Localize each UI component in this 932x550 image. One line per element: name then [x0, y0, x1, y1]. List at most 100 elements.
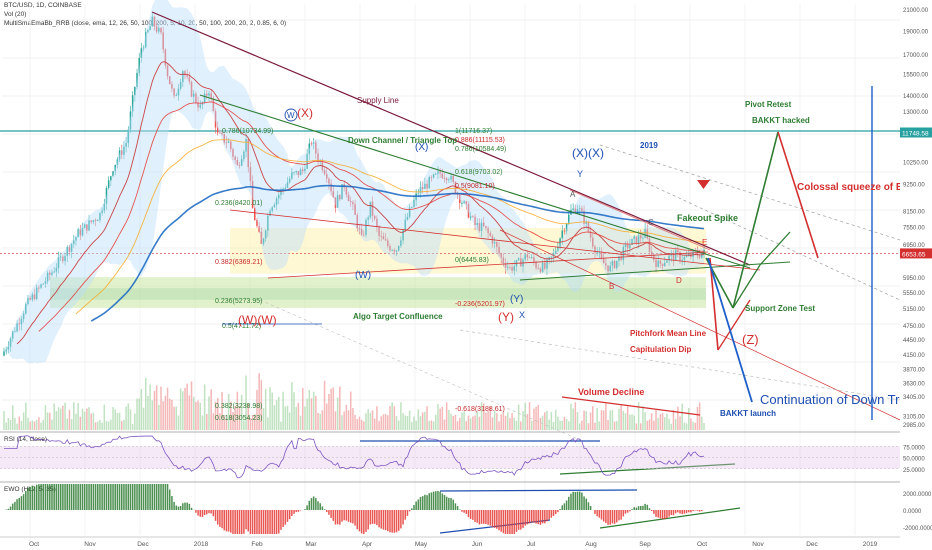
volume-bar [153, 390, 156, 430]
annotation-label: BAKKT launch [720, 409, 776, 418]
candle-body [29, 297, 31, 300]
volume-bar [297, 402, 300, 430]
x-tick-label: Aug [585, 541, 597, 548]
candle-body [210, 93, 212, 99]
volume-bar [478, 416, 481, 430]
annotation-label: (Y) [498, 310, 514, 324]
candle-body [387, 240, 389, 247]
candle-body [666, 260, 668, 263]
candle-body [581, 208, 583, 212]
ewo-bar [254, 510, 256, 534]
candle-body [369, 201, 372, 218]
volume-bar [583, 410, 585, 430]
ewo-bar [201, 510, 204, 517]
volume-bar [441, 406, 444, 430]
ewo-bar [68, 484, 71, 510]
candle-body [644, 229, 646, 238]
candle-body [454, 181, 457, 194]
ewo-bar [216, 510, 219, 525]
ewo-bar [498, 510, 500, 531]
volume-bar [561, 420, 564, 430]
volume-bar [225, 418, 228, 430]
candle-body [430, 177, 433, 178]
ewo-bar [199, 510, 202, 517]
ewo-bar [73, 484, 75, 510]
ewo-bar [626, 510, 629, 513]
candle-body [352, 202, 354, 205]
volume-bar [428, 420, 430, 430]
annotation-label: E [702, 238, 707, 247]
y-tick-label: 8150.00 [903, 209, 925, 215]
candle-body [216, 127, 219, 133]
y-tick-label: 5950.00 [903, 276, 925, 282]
fib-label: 0.618(3054.23) [215, 415, 262, 422]
ewo-bar [251, 510, 254, 534]
volume-bar [116, 413, 119, 430]
ewo-bar [602, 510, 605, 522]
ewo-bar [53, 484, 55, 510]
ewo-bar [321, 506, 324, 510]
volume-bar [304, 406, 306, 430]
ewo-bar [9, 506, 12, 510]
ewo-bar [182, 503, 184, 510]
y-tick-label: 10250.00 [903, 161, 929, 167]
support-zone [50, 277, 706, 308]
volume-bar [581, 420, 583, 430]
volume-bar [33, 421, 36, 430]
ewo-bar [373, 510, 376, 524]
price-tag-label: 6653.65 [902, 251, 926, 258]
ewo-bar [402, 510, 404, 525]
volume-bar [613, 421, 616, 430]
proj-red-1 [777, 131, 819, 259]
volume-bar [88, 407, 90, 430]
volume-bar [79, 416, 82, 430]
volume-bar [166, 387, 169, 430]
candle-body [452, 175, 454, 182]
volume-bar [199, 402, 202, 430]
ewo-bar [136, 484, 138, 510]
annotation-label: Capitulation Dip [630, 345, 691, 354]
ewo-bar [563, 503, 566, 510]
ewo-bar [622, 510, 625, 517]
ewo-bar [16, 499, 18, 510]
ewo-bar [308, 500, 311, 510]
volume-bar [221, 391, 223, 430]
ewo-bar [677, 510, 679, 513]
volume-bar [509, 418, 511, 430]
volume-bar [134, 413, 136, 430]
volume-bar [192, 396, 195, 430]
candle-body [325, 173, 328, 179]
ewo-bar [565, 500, 568, 510]
volume-bar [624, 413, 627, 430]
volume-bar [286, 405, 289, 430]
candle-body [655, 259, 657, 267]
volume-bar [94, 422, 97, 430]
volume-bar [424, 411, 426, 430]
fib-label: 0.886(11115.53) [455, 137, 505, 144]
ewo-bar [75, 484, 77, 510]
volume-bar [557, 416, 559, 430]
volume-bar [59, 408, 62, 430]
ewo-bar [639, 505, 642, 510]
volume-bar [271, 392, 273, 430]
candle-body [282, 188, 284, 190]
annotation-label: (X) [415, 142, 428, 153]
volume-bar [482, 403, 485, 430]
volume-bar [101, 422, 103, 430]
candle-body [365, 219, 367, 235]
annotation-label: BAKKT hacked [752, 116, 810, 125]
volume-bar [308, 390, 311, 430]
candle-body [622, 246, 625, 261]
volume-bar [395, 415, 398, 430]
ewo-bar [18, 497, 21, 510]
ewo-bar [212, 510, 215, 517]
volume-bar [247, 403, 249, 430]
ewo-bar [616, 510, 618, 523]
volume-bar [605, 403, 607, 430]
volume-bar [288, 412, 291, 430]
candle-body [243, 151, 245, 160]
candle-body [171, 84, 173, 89]
candle-body [517, 258, 520, 261]
ewo-bar [524, 510, 526, 526]
